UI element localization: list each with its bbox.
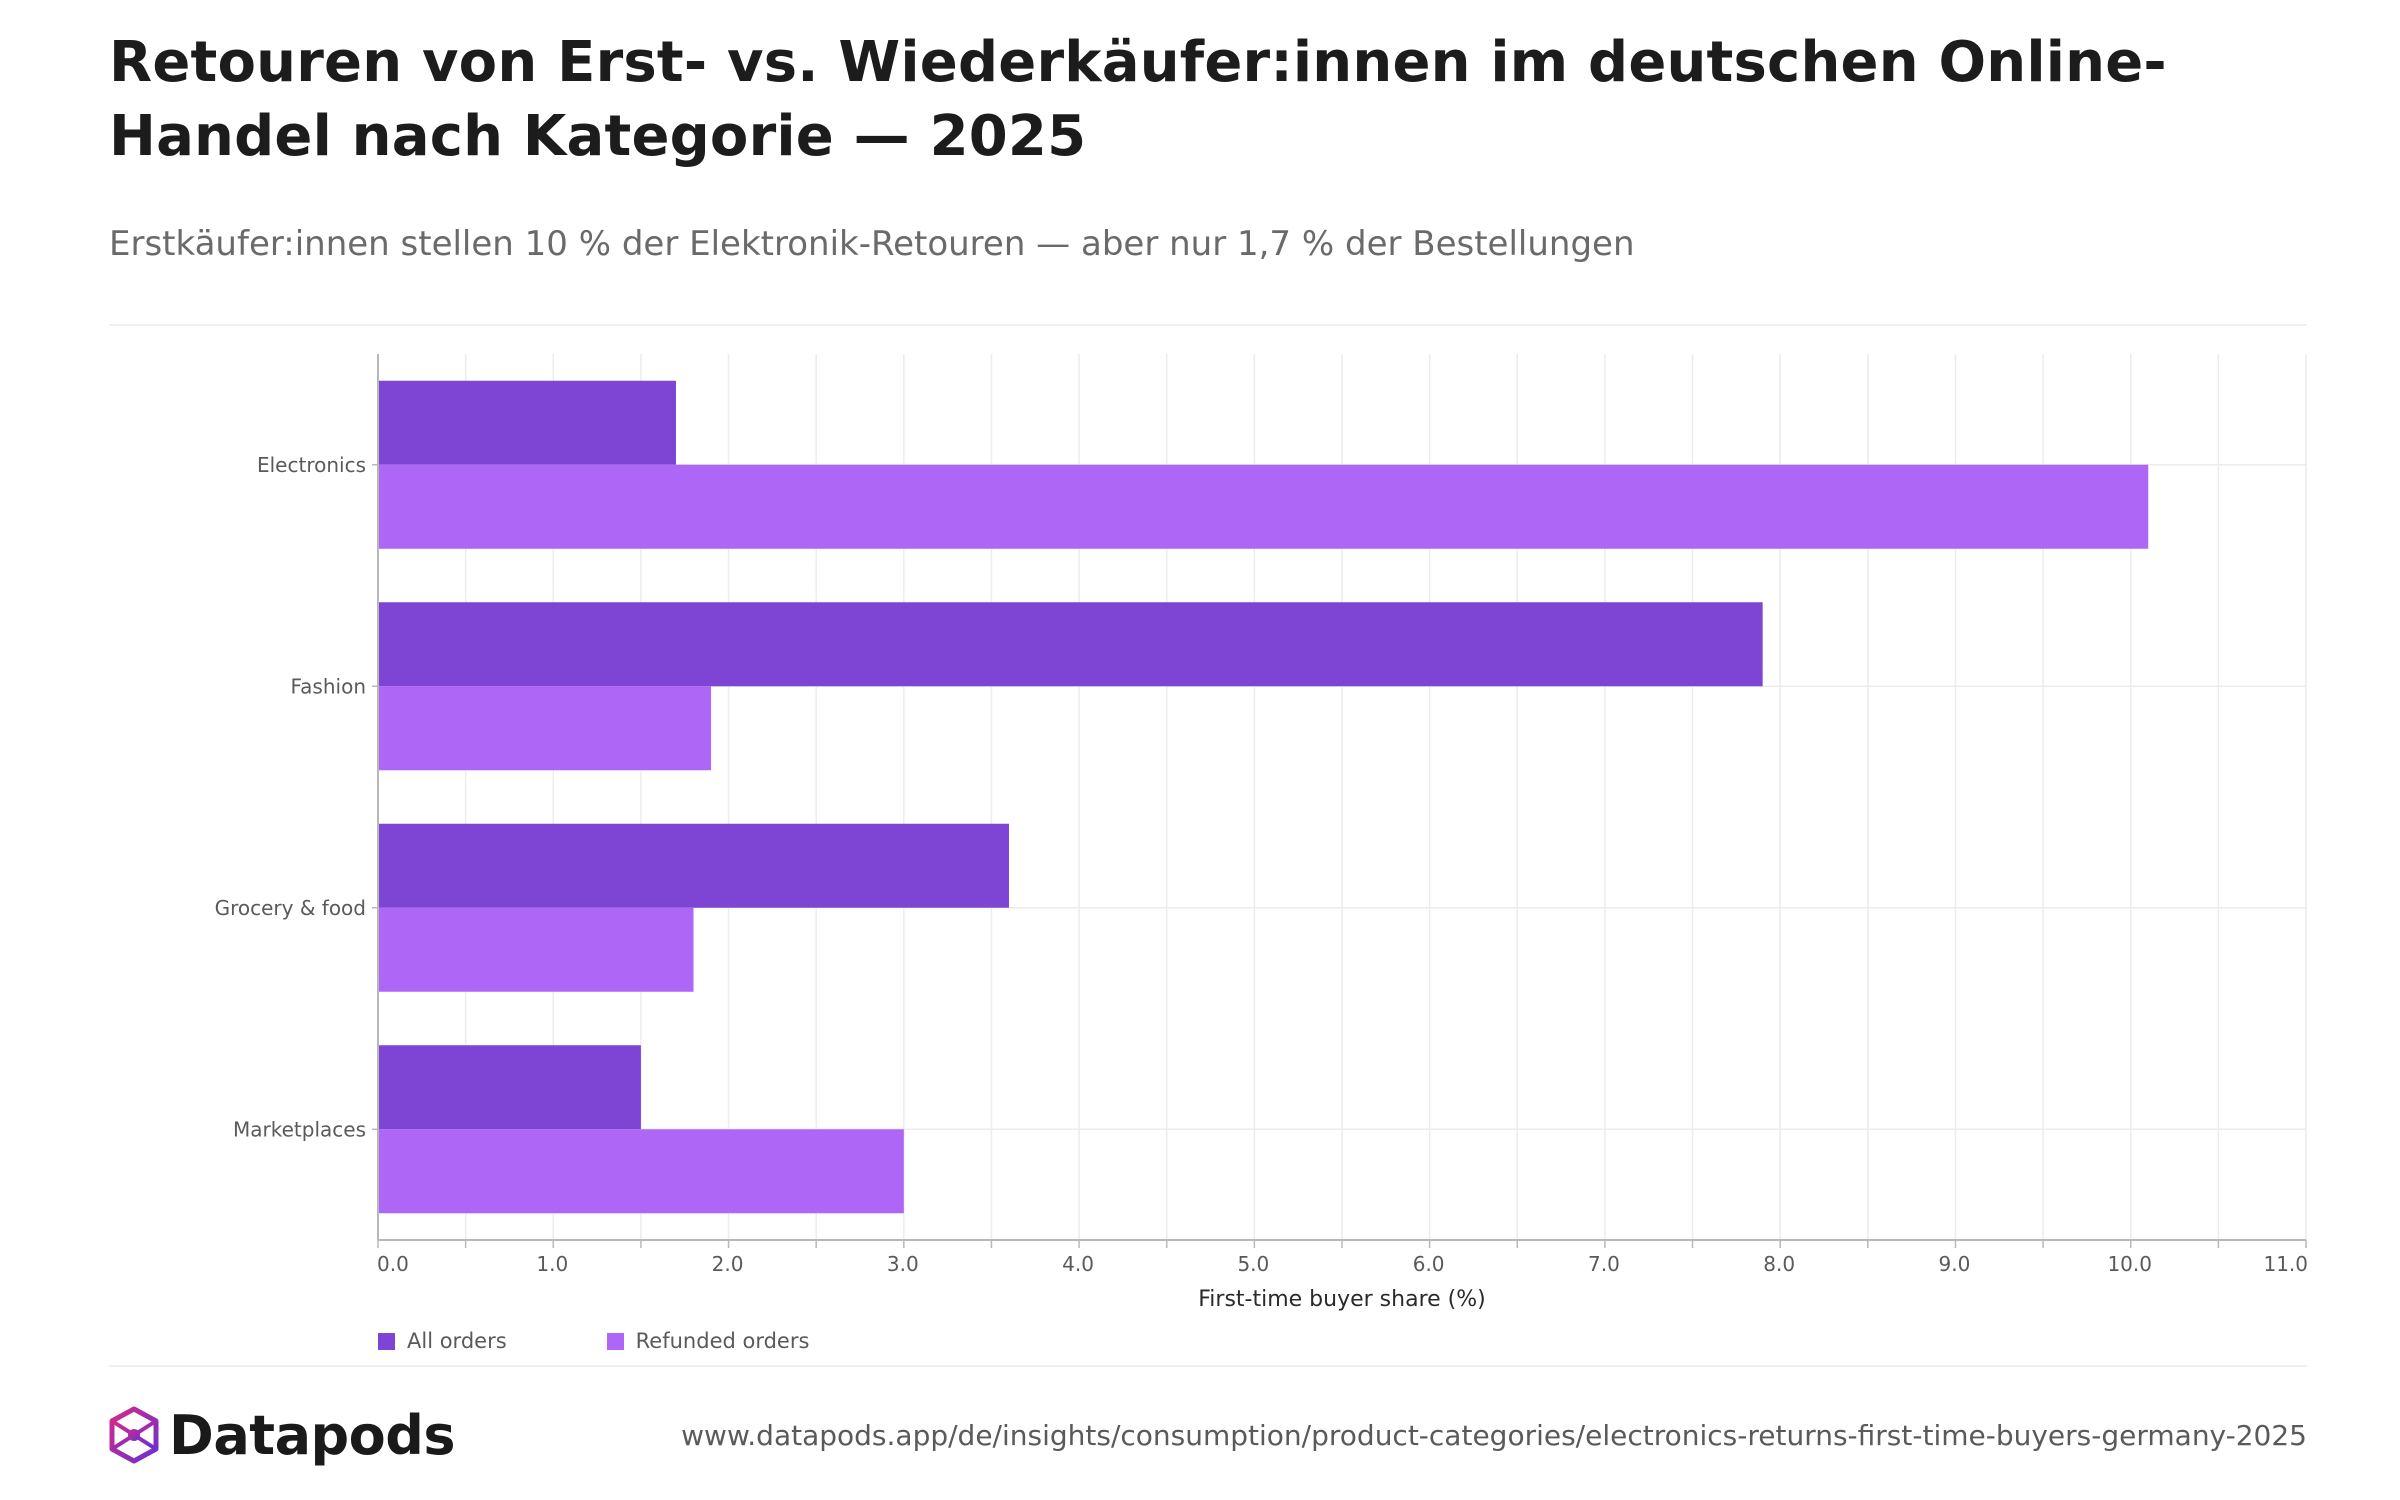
brand-name: Datapods: [169, 1403, 456, 1467]
bar-refunded-orders: [378, 1129, 904, 1214]
x-axis-title: First-time buyer share (%): [1198, 1287, 1485, 1312]
chart-subtitle: Erstkäufer:innen stellen 10 % der Elektr…: [109, 224, 1635, 264]
x-tick-label: 11.0: [2263, 1252, 2308, 1276]
brand: Datapods: [107, 1400, 456, 1470]
chart-legend: All orders Refunded orders: [378, 1325, 909, 1357]
category-label: Grocery & food: [215, 896, 366, 920]
legend-item-all-orders: All orders: [378, 1329, 507, 1353]
x-tick-label: 5.0: [1237, 1252, 1269, 1276]
footer-divider: [109, 1365, 2307, 1367]
axis-labels: Electronics Fashion Grocery & food Marketpl…: [215, 453, 2308, 1312]
source-url: www.datapods.app/de/insights/consumption…: [681, 1419, 2307, 1452]
axes: [372, 354, 2307, 1248]
legend-swatch-refunded-orders: [606, 1332, 624, 1350]
x-tick-label: 8.0: [1763, 1252, 1795, 1276]
legend-swatch-all-orders: [378, 1332, 395, 1350]
bar-chart: Electronics Fashion Grocery & food Marketpl…: [215, 354, 2308, 1312]
datapods-logo-icon: [109, 1406, 159, 1464]
legend-item-refunded-orders: Refunded orders: [606, 1329, 810, 1353]
category-label: Marketplaces: [233, 1117, 366, 1141]
category-label: Fashion: [291, 674, 367, 698]
bar-all-orders: [378, 380, 676, 465]
bar-all-orders: [378, 602, 1763, 687]
bars: [378, 380, 2149, 1214]
category-label: Electronics: [257, 453, 366, 477]
x-tick-label: 0.0: [377, 1252, 409, 1276]
x-tick-label: 1.0: [536, 1252, 568, 1276]
header-divider: [109, 324, 2307, 326]
bar-refunded-orders: [378, 686, 712, 771]
bar-all-orders: [378, 823, 1009, 908]
x-tick-label: 2.0: [712, 1252, 744, 1276]
x-tick-label: 3.0: [887, 1252, 919, 1276]
x-tick-label: 10.0: [2107, 1252, 2152, 1276]
bar-refunded-orders: [378, 464, 2149, 549]
x-tick-label: 6.0: [1413, 1252, 1445, 1276]
x-tick-label: 9.0: [1939, 1252, 1971, 1276]
x-tick-label: 7.0: [1588, 1252, 1620, 1276]
x-tick-label: 4.0: [1062, 1252, 1094, 1276]
legend-label-refunded-orders: Refunded orders: [635, 1329, 810, 1353]
legend-label-all-orders: All orders: [407, 1329, 507, 1353]
bar-refunded-orders: [378, 907, 694, 992]
bar-all-orders: [378, 1045, 641, 1130]
chart-title: Retouren von Erst- vs. Wiederkäufer:inne…: [109, 30, 2167, 169]
